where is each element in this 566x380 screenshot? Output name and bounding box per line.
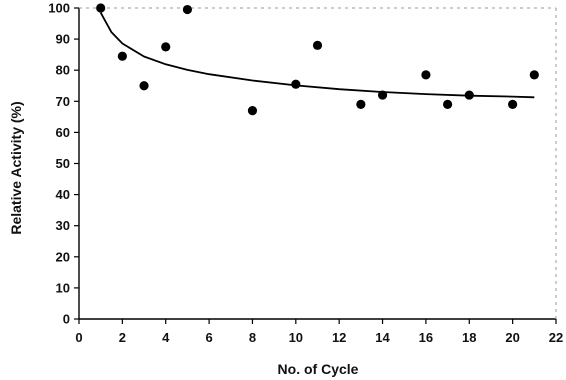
y-tick-label: 40 [56,187,70,202]
data-point [247,106,258,116]
x-tick-label: 14 [375,330,390,345]
x-axis-ticks: 0 2 4 6 8 10 12 14 16 18 20 22 [75,319,563,345]
data-point [117,51,127,61]
data-point [161,42,171,52]
x-tick-label: 22 [549,330,563,345]
data-point [377,90,388,100]
data-point [96,3,106,13]
data-point [464,90,474,100]
trendline [99,12,535,99]
x-tick-label: 20 [505,330,519,345]
y-tick-label: 100 [48,1,70,16]
x-tick-label: 0 [75,330,82,345]
data-point [356,99,366,110]
y-tick-label: 30 [56,218,70,233]
y-tick-label: 50 [56,156,70,171]
x-tick-label: 4 [162,330,170,345]
data-point [182,4,193,15]
x-tick-label: 6 [205,330,212,345]
x-tick-label: 10 [289,330,303,345]
x-tick-label: 8 [249,330,256,345]
y-axis-title: Relative Activity (%) [8,101,24,234]
data-point [508,99,518,110]
data-points [96,3,539,116]
x-tick-label: 12 [332,330,346,345]
trendline-group [99,12,535,99]
plot-frame [78,7,557,320]
data-point [442,99,453,110]
data-point [139,81,149,91]
y-tick-label: 90 [56,32,70,47]
x-axis-title: No. of Cycle [278,361,359,377]
data-point [421,70,431,80]
y-tick-label: 0 [63,312,70,327]
x-tick-label: 16 [419,330,433,345]
y-axis-ticks: 0 10 20 30 40 50 60 70 80 90 100 [48,1,79,327]
y-tick-label: 80 [56,63,70,78]
y-tick-label: 60 [56,125,70,140]
x-tick-label: 2 [119,330,126,345]
data-point [529,70,539,80]
data-point [291,79,301,89]
y-tick-label: 10 [56,280,70,295]
y-tick-label: 70 [56,94,70,109]
y-tick-label: 20 [56,249,70,264]
x-tick-label: 18 [462,330,476,345]
data-point [312,40,323,50]
